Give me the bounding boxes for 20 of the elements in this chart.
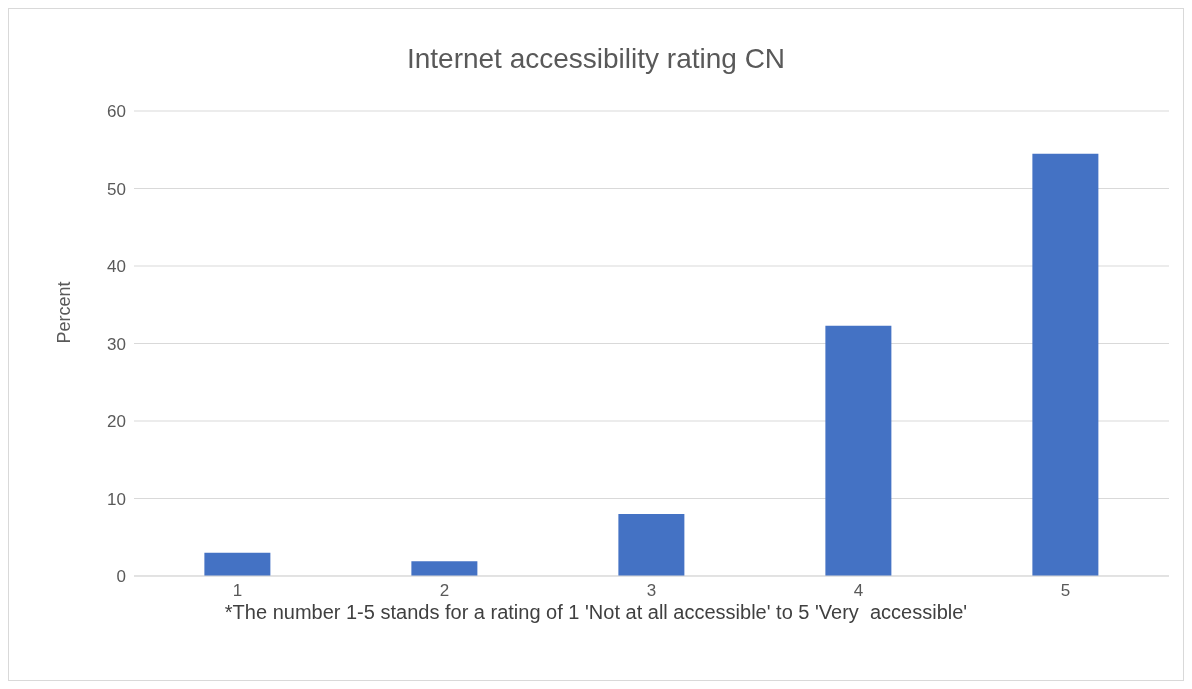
bar [618,514,685,576]
bar [1032,153,1099,576]
x-tick-label: 4 [853,581,864,601]
text: *The number 1-5 stands for a rating of 1 'Not at all accessible' to 5 'Very accessible' [223,601,969,624]
x-tick-label: 1 [232,581,243,601]
y-tick-label: 40 [107,257,126,277]
y-tick-label: 0 [116,567,126,587]
y-tick-label: 30 [107,334,126,354]
bar [825,325,892,576]
y-tick-label: 10 [107,489,126,509]
y-tick-label: 50 [107,179,126,199]
y-axis-title: Percent [54,281,75,344]
y-tick-label: 60 [107,102,126,122]
chart-title: Internet accessibility rating CN [405,43,787,75]
bar [204,552,271,576]
x-tick-label: 5 [1060,581,1071,601]
y-tick-label: 20 [107,412,126,432]
x-tick-label: 3 [646,581,657,601]
x-tick-label: 2 [439,581,450,601]
bar [411,561,478,576]
